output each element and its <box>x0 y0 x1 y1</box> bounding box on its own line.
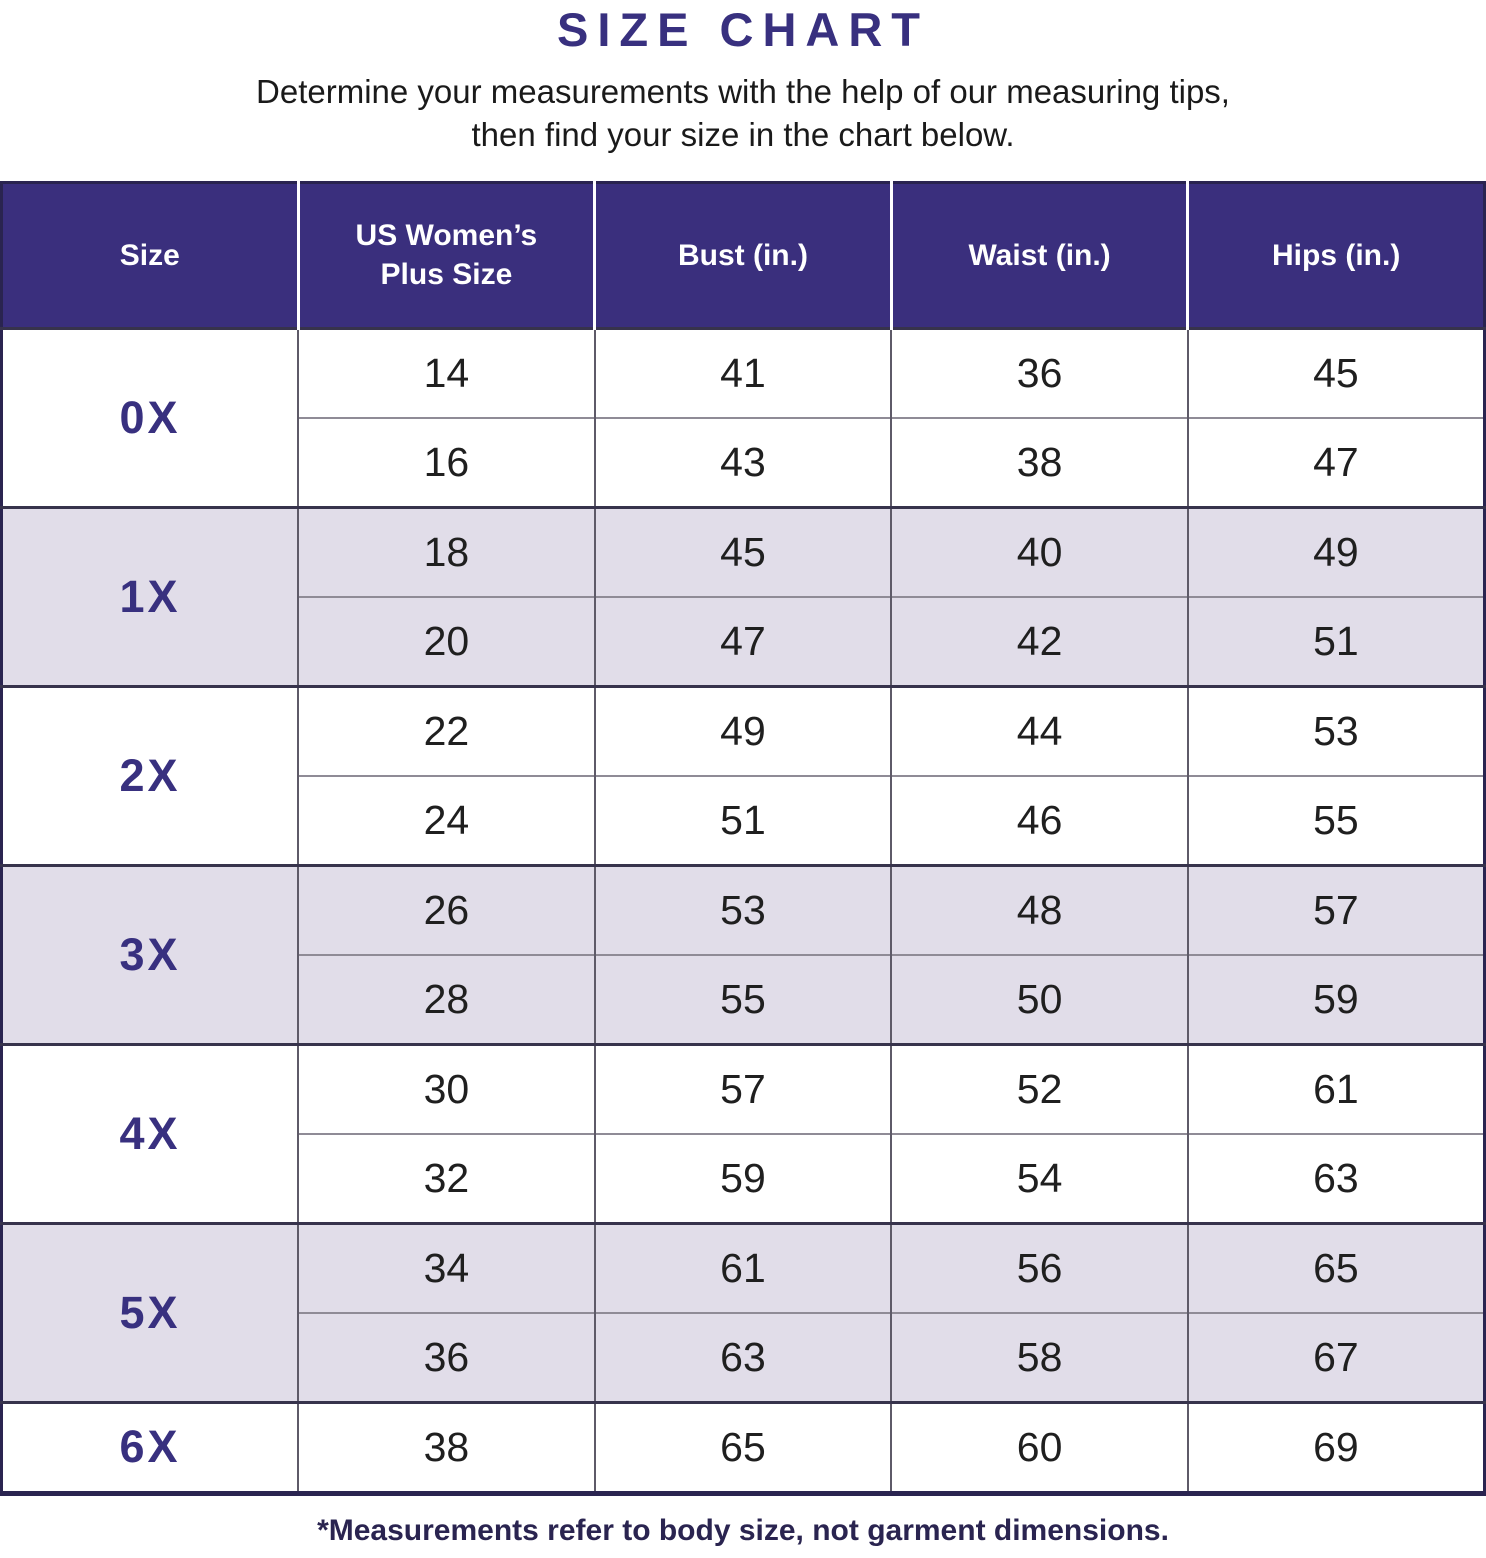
bust-cell: 53 <box>593 863 892 955</box>
hips-cell: 47 <box>1186 416 1485 508</box>
column-header-waist: Waist (in.) <box>889 182 1188 330</box>
waist-cell: 60 <box>890 1400 1188 1494</box>
hips-cell: 55 <box>1186 774 1485 866</box>
size-group-label-5x: 5X <box>1 1221 299 1403</box>
plus-size-cell: 38 <box>297 1400 595 1494</box>
subtitle-line-2: then find your size in the chart below. <box>471 116 1015 154</box>
column-header-plus-size: US Women’s Plus Size <box>296 182 595 330</box>
hips-cell: 61 <box>1186 1042 1485 1134</box>
waist-cell: 36 <box>890 326 1188 418</box>
table-row: 16 43 38 47 <box>2 416 1485 508</box>
table-row: 0X 14 41 36 45 <box>1 326 1485 508</box>
waist-cell: 38 <box>890 416 1188 508</box>
hips-cell: 59 <box>1186 953 1485 1045</box>
table-row: 20 47 42 51 <box>2 595 1485 687</box>
table-row: 1X 18 45 40 49 <box>1 505 1485 687</box>
waist-cell: 52 <box>890 1042 1188 1134</box>
waist-cell: 44 <box>890 684 1188 776</box>
bust-cell: 51 <box>593 774 892 866</box>
plus-size-cell: 34 <box>297 1221 595 1313</box>
page-subtitle: Determine your measurements with the hel… <box>0 70 1486 157</box>
bust-cell: 63 <box>593 1311 892 1403</box>
plus-size-cell: 36 <box>297 1311 595 1403</box>
waist-cell: 58 <box>890 1311 1188 1403</box>
hips-cell: 69 <box>1186 1400 1485 1494</box>
table-row: 3X 26 53 48 57 <box>1 863 1485 1045</box>
plus-size-cell: 28 <box>297 953 595 1045</box>
hips-cell: 63 <box>1186 1132 1485 1224</box>
hips-cell: 67 <box>1186 1311 1485 1403</box>
plus-size-cell: 24 <box>297 774 595 866</box>
measurement-footnote: *Measurements refer to body size, not ga… <box>317 1513 1169 1547</box>
size-group-label-0x: 0X <box>1 326 299 508</box>
hips-cell: 53 <box>1186 684 1485 776</box>
bust-cell: 49 <box>593 684 892 776</box>
subtitle-line-1: Determine your measurements with the hel… <box>256 72 1230 110</box>
hips-cell: 45 <box>1186 326 1485 418</box>
bust-cell: 59 <box>593 1132 892 1224</box>
column-header-hips: Hips (in.) <box>1186 182 1485 330</box>
hips-cell: 51 <box>1186 595 1485 687</box>
header-row: Size US Women’s Plus Size Bust (in.) Wai… <box>1 182 1485 330</box>
size-group-label-1x: 1X <box>1 505 299 687</box>
size-group-label-3x: 3X <box>1 863 299 1045</box>
table-row: 5X 34 61 56 65 <box>1 1221 1485 1403</box>
plus-size-cell: 16 <box>297 416 595 508</box>
bust-cell: 45 <box>593 505 892 597</box>
table-row: 2X 22 49 44 53 <box>1 684 1485 866</box>
bust-cell: 47 <box>593 595 892 687</box>
waist-cell: 42 <box>890 595 1188 687</box>
bust-cell: 43 <box>593 416 892 508</box>
plus-size-cell: 14 <box>297 326 595 418</box>
size-group-label-4x: 4X <box>1 1042 299 1224</box>
table-row: 32 59 54 63 <box>2 1132 1485 1224</box>
size-chart-table: Size US Women’s Plus Size Bust (in.) Wai… <box>0 180 1486 1496</box>
plus-size-cell: 30 <box>297 1042 595 1134</box>
waist-cell: 48 <box>890 863 1188 955</box>
plus-size-cell: 18 <box>297 505 595 597</box>
bust-cell: 65 <box>593 1400 892 1494</box>
waist-cell: 50 <box>890 953 1188 1045</box>
plus-size-cell: 22 <box>297 684 595 776</box>
bust-cell: 57 <box>593 1042 892 1134</box>
size-group-label-6x: 6X <box>1 1400 299 1494</box>
plus-size-cell: 20 <box>297 595 595 687</box>
table-header: Size US Women’s Plus Size Bust (in.) Wai… <box>1 182 1485 330</box>
waist-cell: 56 <box>890 1221 1188 1313</box>
table-row: 36 63 58 67 <box>2 1311 1485 1403</box>
intro-section: SIZE CHART Determine your measurements w… <box>0 0 1486 157</box>
table-row: 28 55 50 59 <box>2 953 1485 1045</box>
bust-cell: 61 <box>593 1221 892 1313</box>
bust-cell: 55 <box>593 953 892 1045</box>
hips-cell: 65 <box>1186 1221 1485 1313</box>
hips-cell: 57 <box>1186 863 1485 955</box>
table-row: 4X 30 57 52 61 <box>1 1042 1485 1224</box>
plus-size-cell: 32 <box>297 1132 595 1224</box>
hips-cell: 49 <box>1186 505 1485 597</box>
waist-cell: 40 <box>890 505 1188 597</box>
waist-cell: 46 <box>890 774 1188 866</box>
plus-size-cell: 26 <box>297 863 595 955</box>
column-header-size: Size <box>1 182 299 330</box>
table-row: 24 51 46 55 <box>2 774 1485 866</box>
bust-cell: 41 <box>593 326 892 418</box>
waist-cell: 54 <box>890 1132 1188 1224</box>
table-row: 6X 38 65 60 69 <box>1 1400 1485 1494</box>
page-title: SIZE CHART <box>557 3 929 56</box>
column-header-bust: Bust (in.) <box>593 182 892 330</box>
size-group-label-2x: 2X <box>1 684 299 866</box>
